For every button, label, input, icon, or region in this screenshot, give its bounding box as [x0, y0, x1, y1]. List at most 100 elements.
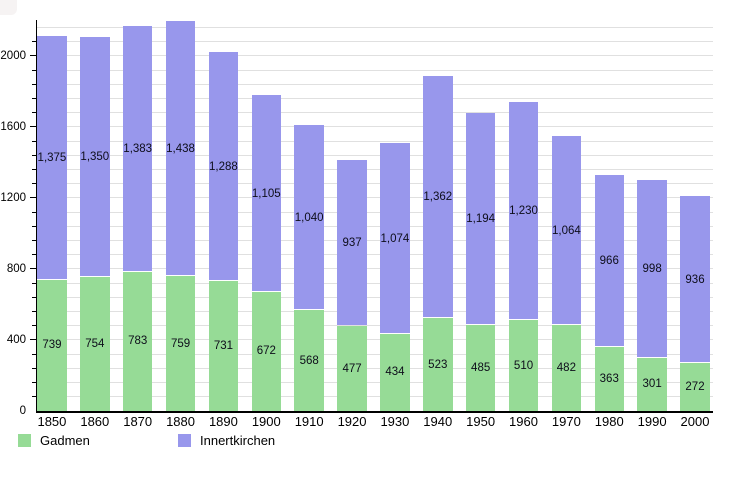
bar-value-gadmen: 482: [556, 362, 576, 375]
y-tick-label: 400: [6, 333, 26, 346]
corner-artifact: [0, 0, 17, 15]
bar-value-gadmen: 272: [685, 380, 705, 393]
y-tick: [31, 225, 37, 227]
bar-segment-innertkirchen: [465, 112, 496, 324]
x-tick-label: 1850: [37, 414, 67, 429]
y-axis-line: [35, 20, 37, 413]
x-axis-line: [35, 411, 713, 413]
bar-segment-gadmen: [37, 279, 67, 411]
bar-segment-gadmen: [380, 333, 410, 411]
bar-segment-innertkirchen: [122, 26, 153, 271]
gridline: [36, 225, 713, 227]
bar-segment-gadmen: [508, 320, 539, 411]
bar-value-gadmen: 510: [513, 359, 534, 372]
bar-value-gadmen: 739: [42, 339, 62, 352]
bar-segment-gadmen: [551, 325, 582, 411]
bar-segment-innertkirchen: [208, 52, 239, 281]
x-tick-label: 1950: [466, 414, 496, 429]
bar-value-innertkirchen: 1,105: [251, 187, 281, 200]
bar-segment-gadmen: [251, 291, 282, 411]
bar-segment-innertkirchen: [637, 180, 667, 357]
x-tick-label: 1980: [594, 414, 624, 429]
bar-value-gadmen: 731: [213, 340, 234, 353]
y-tick: [31, 69, 37, 71]
bar-value-innertkirchen: 1,383: [123, 143, 153, 156]
bar-value-innertkirchen: 1,194: [466, 212, 496, 225]
bar-value-gadmen: 568: [299, 354, 319, 367]
gridline: [36, 325, 713, 327]
bar-segment-innertkirchen: [294, 125, 324, 310]
y-tick: [31, 254, 37, 256]
y-tick: [31, 367, 37, 369]
gridline: [36, 183, 713, 185]
y-tick: [31, 240, 37, 241]
bar-segment-gadmen: [637, 357, 667, 411]
gridline: [36, 154, 713, 156]
bar-value-gadmen: 477: [342, 362, 362, 375]
y-tick-label: 1200: [0, 191, 26, 204]
legend: Gadmen Innertkirchen: [0, 432, 745, 452]
gridline: [36, 140, 713, 142]
bar-value-gadmen: 783: [128, 335, 148, 348]
bar-value-innertkirchen: 937: [342, 237, 362, 250]
y-tick: [31, 112, 37, 114]
bar-value-gadmen: 523: [428, 358, 448, 371]
y-tick: [29, 268, 37, 270]
gridline: [36, 83, 713, 85]
bar-value-gadmen: 363: [599, 372, 619, 385]
bar-segment-gadmen: [680, 362, 710, 411]
bar-value-innertkirchen: 936: [685, 273, 705, 286]
y-tick: [31, 325, 37, 327]
x-tick-label: 1960: [509, 414, 538, 429]
gridline: [36, 41, 713, 43]
x-tick-label: 2000: [680, 414, 710, 429]
y-tick-label: 2000: [0, 49, 26, 62]
y-tick: [31, 211, 37, 213]
bar-value-innertkirchen: 1,362: [423, 191, 453, 204]
x-tick-label: 1970: [551, 414, 581, 429]
bar-segment-gadmen: [165, 276, 196, 411]
x-tick-label: 1990: [637, 414, 667, 429]
y-tick-label: 800: [6, 262, 26, 275]
y-tick: [31, 282, 37, 284]
y-tick-label: 1600: [0, 120, 26, 133]
y-tick: [31, 353, 37, 355]
x-tick-label: 1900: [251, 414, 281, 429]
bar-value-innertkirchen: 1,074: [380, 232, 410, 245]
gridline: [36, 240, 713, 241]
bar-segment-gadmen: [122, 271, 153, 411]
y-tick: [29, 339, 37, 341]
bar-value-innertkirchen: 1,350: [80, 151, 110, 164]
gridline: [36, 26, 713, 28]
gridline: [36, 311, 713, 313]
bar-segment-innertkirchen: [508, 101, 539, 320]
bar-value-innertkirchen: 1,375: [37, 151, 67, 164]
legend-label-innertkirchen: Innertkirchen: [200, 433, 276, 448]
bar-value-innertkirchen: 1,040: [294, 211, 324, 224]
y-tick: [31, 382, 37, 384]
bar-segment-gadmen: [208, 281, 239, 411]
bar-segment-innertkirchen: [680, 196, 710, 362]
legend-swatch-gadmen: [18, 434, 31, 447]
bar-segment-gadmen: [423, 318, 453, 411]
bar-segment-innertkirchen: [37, 35, 67, 279]
bar-value-gadmen: 754: [85, 338, 105, 351]
gridline: [36, 168, 713, 170]
y-tick: [31, 296, 37, 298]
bar-value-gadmen: 672: [256, 345, 276, 358]
y-tick: [31, 396, 37, 398]
y-tick: [31, 97, 37, 99]
bar-segment-gadmen: [337, 326, 367, 411]
bar-value-innertkirchen: 1,230: [509, 205, 538, 218]
bar-value-gadmen: 759: [170, 337, 191, 350]
x-tick-label: 1890: [208, 414, 238, 429]
x-tick-label: 1860: [80, 414, 110, 429]
y-tick: [31, 140, 37, 142]
gridline: [36, 268, 713, 270]
bar-segment-innertkirchen: [80, 37, 110, 277]
bar-segment-innertkirchen: [594, 174, 624, 346]
bar-segment-gadmen: [80, 277, 110, 411]
x-tick-label: 1920: [337, 414, 367, 429]
